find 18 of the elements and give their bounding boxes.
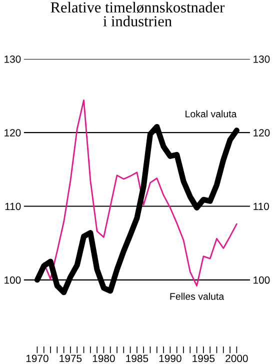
series-label: Felles valuta	[170, 292, 224, 300]
x-tick-label: 1980	[92, 354, 115, 362]
x-tick-label: 1970	[26, 354, 48, 362]
x-tick-label: 1985	[126, 354, 148, 362]
series-label: Lokal valuta	[186, 110, 237, 118]
x-tick-label: 1995	[192, 354, 215, 362]
y-tick-label: 120	[4, 129, 21, 136]
y-tick-label: 130	[4, 55, 21, 63]
y-tick-label: 100	[4, 276, 21, 284]
y-tick-label: 110	[5, 202, 21, 210]
y2-tick-label: 100	[254, 276, 270, 284]
x-tick-label: 1975	[60, 354, 82, 362]
y2-tick-label: 130	[254, 55, 270, 63]
x-tick-label: 1990	[159, 354, 182, 362]
chart-title: Relative timelønnskostnader i industrien	[50, 2, 225, 26]
y2-tick-label: 110	[254, 202, 269, 210]
x-tick-label: 2000	[226, 354, 248, 362]
y2-tick-label: 120	[254, 129, 270, 136]
